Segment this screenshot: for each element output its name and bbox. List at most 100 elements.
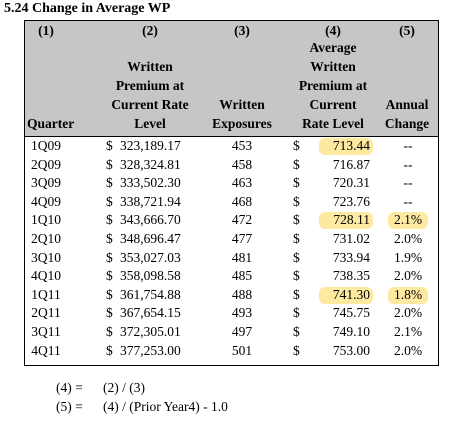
currency: $: [106, 268, 113, 284]
written-premium: 323,189.17: [120, 138, 181, 153]
column-number: (3): [234, 23, 250, 38]
average-premium: 738.35: [332, 268, 370, 284]
written-premium: 333,502.30: [120, 175, 181, 191]
annual-change: 1.9%: [393, 249, 423, 265]
column-header: Annual: [385, 97, 429, 112]
currency: $: [106, 249, 113, 265]
quarter: 3Q11: [31, 324, 61, 339]
currency: $: [106, 305, 113, 321]
annual-change: 1.8%: [393, 286, 423, 302]
written-premium: 372,305.01: [120, 324, 181, 339]
currency: $: [106, 156, 113, 172]
column-number: (2): [142, 23, 158, 38]
average-premium: 716.87: [332, 156, 370, 172]
average-premium: 749.10: [332, 324, 370, 339]
annual-change: --: [403, 156, 413, 172]
currency: $: [293, 175, 300, 191]
exposures: 472: [231, 212, 253, 228]
exposures: 463: [231, 175, 253, 191]
exposures: 477: [231, 231, 253, 246]
written-premium: 338,721.94: [120, 193, 181, 209]
quarter: 1Q11: [31, 286, 61, 302]
currency: $: [106, 286, 113, 302]
currency: $: [293, 212, 300, 228]
quarter: 4Q10: [31, 268, 61, 284]
annual-change: --: [403, 138, 413, 153]
currency: $: [293, 156, 300, 172]
column-header: Premium at: [298, 78, 368, 93]
written-premium: 348,696.47: [120, 231, 181, 246]
quarter: 2Q10: [31, 231, 61, 246]
quarter: 1Q09: [31, 138, 61, 153]
average-premium: 741.30: [332, 286, 370, 302]
average-premium: 753.00: [332, 342, 370, 358]
currency: $: [106, 138, 113, 153]
written-premium: 353,027.03: [120, 249, 181, 265]
written-premium: 377,253.00: [120, 342, 181, 358]
currency: $: [293, 286, 300, 302]
average-premium: 720.31: [332, 175, 370, 191]
currency: $: [293, 249, 300, 265]
currency: $: [293, 305, 300, 321]
annual-change: 2.1%: [393, 212, 423, 228]
quarter: 3Q09: [31, 175, 61, 191]
note-formula: (2) / (3): [103, 380, 145, 395]
currency: $: [293, 138, 300, 153]
written-premium: 328,324.81: [120, 156, 181, 172]
currency: $: [293, 231, 300, 246]
highlight: [388, 212, 428, 230]
column-number: (5): [399, 23, 415, 38]
column-header: Quarter: [27, 116, 75, 131]
average-premium: 713.44: [332, 138, 370, 153]
quarter: 4Q09: [31, 193, 61, 209]
exposures: 485: [231, 268, 253, 284]
average-premium: 731.02: [332, 231, 370, 246]
written-premium: 361,754.88: [120, 286, 181, 302]
annual-change: 2.0%: [393, 231, 423, 246]
column-header: Rate Level: [302, 116, 364, 131]
written-premium: 367,654.15: [120, 305, 181, 321]
column-header: Written: [127, 59, 173, 74]
average-premium: 723.76: [332, 193, 370, 209]
average-premium: 728.11: [333, 212, 370, 228]
column-header: Average: [309, 40, 357, 55]
column-number: (4): [325, 23, 341, 38]
currency: $: [106, 212, 113, 228]
note-formula: (4) / (Prior Year4) - 1.0: [103, 399, 228, 414]
annual-change: 2.0%: [393, 342, 423, 358]
column-header: Exposures: [212, 116, 272, 131]
title: 5.24 Change in Average WP: [4, 1, 171, 16]
column-header: Level: [134, 116, 166, 131]
note-label: (5) =: [56, 399, 83, 414]
annual-change: --: [403, 175, 413, 191]
quarter: 2Q09: [31, 156, 61, 172]
written-premium: 358,098.58: [120, 268, 181, 284]
annual-change: 2.0%: [393, 268, 423, 284]
exposures: 468: [231, 193, 253, 209]
annual-change: 2.1%: [393, 324, 423, 339]
highlight: [319, 286, 373, 304]
header-background: [25, 21, 438, 137]
currency: $: [293, 268, 300, 284]
exposures: 497: [231, 324, 253, 339]
currency: $: [106, 175, 113, 191]
quarter: 4Q11: [31, 342, 61, 358]
column-header: Written: [310, 59, 356, 74]
column-number: (1): [38, 23, 54, 38]
exposures: 481: [231, 249, 253, 265]
highlight: [388, 286, 428, 304]
highlight: [319, 138, 373, 155]
currency: $: [293, 193, 300, 209]
currency: $: [106, 231, 113, 246]
exposures: 458: [231, 156, 253, 172]
quarter: 3Q10: [31, 249, 61, 265]
average-premium: 745.75: [332, 305, 370, 321]
column-header: Current: [309, 97, 357, 112]
highlight: [319, 212, 373, 230]
written-premium: 343,666.70: [120, 212, 181, 228]
currency: $: [293, 324, 300, 339]
table-border: [24, 20, 439, 366]
exposures: 501: [231, 342, 253, 358]
quarter: 2Q11: [31, 305, 61, 321]
